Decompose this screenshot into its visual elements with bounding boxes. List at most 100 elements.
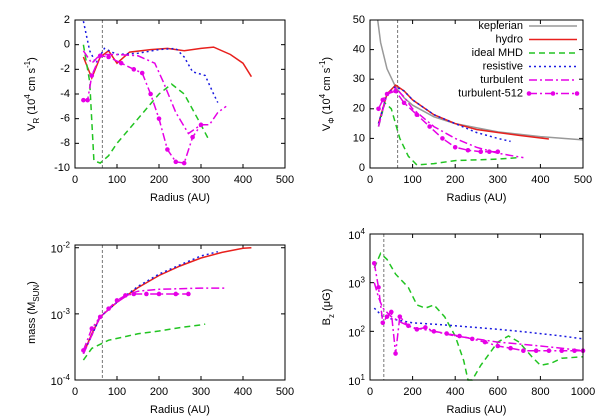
label-part: V <box>26 123 38 131</box>
data-point <box>423 325 428 330</box>
label-part: (10 <box>26 99 38 118</box>
x-tick-label: 100 <box>108 386 126 398</box>
label-part: SUN <box>32 285 41 302</box>
data-point <box>482 339 488 345</box>
y-tick-label: 102 <box>348 324 365 339</box>
y-tick-label: 104 <box>348 227 365 242</box>
y-tick-label: 0 <box>359 162 365 174</box>
label-part: R <box>32 117 41 123</box>
plot-frame <box>369 233 584 381</box>
legend-label: turbulent-512 <box>458 87 523 99</box>
data-point <box>521 348 526 353</box>
x-tick-label: 0 <box>367 386 373 398</box>
y-axis-label: VR (104 cm s-1) <box>23 57 41 131</box>
y-tick-label: 10 <box>353 132 365 144</box>
legend-marker <box>574 91 580 96</box>
series-line <box>376 19 584 141</box>
series-line <box>82 44 211 164</box>
tick-exponent: 3 <box>361 275 366 284</box>
tick-exponent: -2 <box>63 240 71 249</box>
y-tick-label: 20 <box>353 103 365 115</box>
data-point <box>118 60 124 66</box>
data-point <box>393 351 398 356</box>
x-axis-label: Radius (AU) <box>447 404 507 416</box>
x-axis-label: Radius (AU) <box>447 192 507 204</box>
label-part: ) <box>26 57 38 61</box>
label-part: 4 <box>23 94 32 99</box>
y-axis-label: VΦ (104 cm s-1) <box>318 57 336 131</box>
data-point <box>139 70 145 76</box>
data-point <box>156 116 162 121</box>
plot-frame <box>74 244 286 381</box>
data-point <box>397 314 403 319</box>
data-point <box>371 261 377 266</box>
y-tick-label: 0 <box>64 39 70 51</box>
y-tick-label: 50 <box>353 14 365 26</box>
tick-base: 10 <box>51 244 63 256</box>
tick-exponent: 1 <box>361 373 366 382</box>
x-tick-label: 200 <box>150 386 168 398</box>
data-point <box>495 343 501 349</box>
data-point <box>533 348 539 353</box>
data-point <box>452 144 458 150</box>
series-line <box>373 252 584 381</box>
label-part: cm s <box>321 67 333 94</box>
plot-frame <box>74 19 286 169</box>
data-point <box>486 149 492 155</box>
data-point <box>572 348 577 353</box>
series-line <box>373 282 584 352</box>
y-tick-label: -4 <box>60 88 70 100</box>
y-axis-label: Bz (μG) <box>321 289 336 326</box>
data-point <box>198 122 204 128</box>
y-tick-label: 10-2 <box>51 240 71 255</box>
data-point <box>380 320 386 326</box>
x-tick-label: 1000 <box>571 386 595 398</box>
x-tick-label: 500 <box>574 174 592 186</box>
data-point <box>478 149 484 155</box>
data-point <box>173 291 179 297</box>
y-tick-label: 2 <box>64 14 70 26</box>
data-point <box>186 291 191 297</box>
x-tick-label: 0 <box>72 174 78 186</box>
tick-base: 10 <box>51 310 63 322</box>
data-point <box>97 314 103 320</box>
x-tick-label: 500 <box>276 386 294 398</box>
tick-base: 10 <box>348 376 360 388</box>
legend-label: keplerian <box>478 20 523 32</box>
data-point <box>431 329 437 334</box>
label-part: z <box>327 314 336 318</box>
x-tick-label: 800 <box>531 386 549 398</box>
label-part: (10 <box>321 98 333 117</box>
data-point <box>144 291 149 297</box>
data-point <box>81 97 86 103</box>
x-tick-label: 100 <box>403 174 421 186</box>
label-part: cm s <box>26 67 38 94</box>
data-point <box>148 91 153 97</box>
x-tick-label: 300 <box>489 174 507 186</box>
data-point <box>190 134 195 140</box>
x-tick-label: 400 <box>531 174 549 186</box>
data-point <box>469 336 475 342</box>
x-axis-label: Radius (AU) <box>150 404 210 416</box>
data-point <box>131 291 137 297</box>
y-tick-label: -10 <box>54 162 70 174</box>
series-line <box>82 293 189 351</box>
label-part: B <box>321 318 333 325</box>
y-tick-label: -6 <box>60 113 70 125</box>
data-point <box>89 73 95 78</box>
data-point <box>465 147 471 153</box>
legend-marker <box>550 91 556 96</box>
x-tick-label: 100 <box>108 174 126 186</box>
y-tick-label: -2 <box>60 63 70 75</box>
series-line <box>373 307 584 340</box>
label-part: ) <box>321 57 333 61</box>
legend-label: ideal MHD <box>472 47 523 59</box>
label-part: 4 <box>318 93 327 98</box>
series-line <box>82 287 227 355</box>
data-point <box>376 285 381 290</box>
y-tick-label: 10-3 <box>51 306 71 321</box>
data-point <box>401 100 407 106</box>
tick-exponent: 2 <box>361 324 366 333</box>
data-point <box>457 333 462 339</box>
